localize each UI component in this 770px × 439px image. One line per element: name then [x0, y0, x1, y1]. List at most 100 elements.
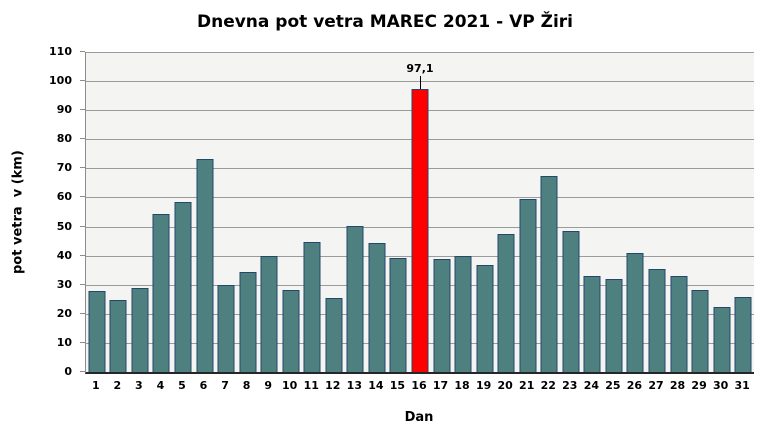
bar-day-11 [303, 241, 321, 372]
x-tick-label-5: 5 [178, 379, 186, 392]
bar-slot-day-25 [603, 52, 625, 372]
x-tick-label-2: 2 [113, 379, 122, 392]
bar-slot-day-15 [388, 52, 410, 372]
x-tick-label-13: 13 [346, 379, 362, 392]
bar-slot-day-1 [86, 52, 108, 372]
y-tick-label-70: 70 [56, 161, 72, 175]
x-tick-label-23: 23 [562, 379, 578, 392]
x-tick-label-15: 15 [389, 379, 406, 392]
bar-day-21 [519, 199, 537, 372]
bar-slot-day-18 [452, 52, 474, 372]
bar-series: 97,1 [86, 52, 754, 372]
bar-slot-day-30 [711, 52, 733, 372]
x-axis-tick-labels: 1 2 3 4 5 6 7 8 9 10 11 12 13 14 15 16 17 18 19 20 21 22 23 24 2… [85, 379, 753, 392]
y-tick-mark-50 [80, 225, 85, 227]
bar-slot-day-7 [215, 52, 237, 372]
bar-day-5 [174, 202, 192, 372]
x-tick-label-30: 30 [712, 379, 729, 392]
y-tick-mark-110 [80, 51, 85, 52]
y-tick-label-30: 30 [56, 277, 72, 291]
x-tick-label-10: 10 [282, 379, 298, 392]
bar-slot-day-8 [237, 52, 259, 372]
bar-slot-day-22 [538, 52, 560, 372]
bar-slot-day-17 [431, 52, 453, 372]
bar-day-1 [88, 291, 106, 372]
x-tick-label-8: 8 [242, 379, 251, 392]
x-tick-label-25: 25 [605, 379, 621, 392]
bar-day-4 [152, 213, 170, 372]
bar-day-10 [282, 289, 300, 372]
y-tick-mark-0 [80, 371, 85, 372]
bar-day-31 [734, 296, 752, 372]
bar-day-2 [109, 299, 127, 372]
y-tick-label-20: 20 [56, 306, 72, 320]
bar-slot-day-26 [625, 52, 647, 372]
bar-day-15 [389, 257, 407, 372]
x-tick-label-24: 24 [583, 379, 599, 392]
y-tick-label-0: 0 [64, 365, 72, 378]
bar-slot-day-13 [345, 52, 367, 372]
bar-day-9 [260, 256, 278, 372]
bar-day-23 [562, 231, 580, 372]
bar-slot-day-19 [474, 52, 496, 372]
bar-day-3 [131, 288, 149, 372]
bar-day-19 [476, 264, 494, 372]
x-tick-label-18: 18 [454, 379, 470, 392]
bar-day-7 [217, 285, 235, 372]
bar-day-18 [454, 256, 472, 372]
bar-slot-day-3 [129, 52, 151, 372]
bar-day-26 [626, 253, 644, 372]
x-tick-label-12: 12 [325, 379, 341, 392]
x-tick-label-3: 3 [135, 379, 143, 392]
bar-slot-day-2 [108, 52, 130, 372]
bar-slot-day-31 [732, 52, 754, 372]
x-tick-label-11: 11 [303, 379, 319, 392]
x-tick-label-4: 4 [156, 379, 165, 392]
x-tick-label-31: 31 [734, 379, 750, 392]
bar-slot-day-27 [646, 52, 668, 372]
x-tick-label-20: 20 [497, 379, 513, 392]
x-axis-title: Dan [404, 410, 434, 425]
x-tick-label-17: 17 [432, 379, 449, 392]
bar-day-13 [346, 225, 364, 372]
bar-day-28 [670, 276, 688, 372]
y-tick-mark-30 [80, 283, 85, 285]
y-tick-label-100: 100 [49, 74, 72, 88]
bar-day-29 [691, 289, 709, 372]
y-tick-label-80: 80 [56, 132, 72, 146]
bar-day-12 [325, 298, 343, 372]
chart-title: Dnevna pot vetra MAREC 2021 - VP Žiri [196, 12, 573, 32]
data-label-max-value: 97,1 [406, 61, 434, 75]
bar-slot-day-4 [151, 52, 173, 372]
bar-slot-day-14 [366, 52, 388, 372]
y-tick-mark-10 [80, 341, 85, 343]
y-tick-label-50: 50 [56, 219, 72, 233]
bar-slot-day-16: 97,1 [406, 52, 434, 372]
x-tick-label-27: 27 [648, 379, 664, 392]
y-tick-label-90: 90 [56, 103, 72, 117]
x-tick-label-21: 21 [519, 379, 535, 392]
x-tick-label-6: 6 [199, 379, 208, 392]
bar-slot-day-28 [668, 52, 690, 372]
bar-day-6 [196, 158, 213, 372]
x-tick-label-1: 1 [91, 379, 100, 392]
y-tick-mark-100 [80, 80, 85, 82]
bar-slot-day-24 [582, 52, 604, 372]
bar-slot-day-12 [323, 52, 345, 372]
bar-day-14 [368, 243, 386, 372]
bar-slot-day-6 [194, 52, 216, 372]
bar-slot-day-5 [172, 52, 194, 372]
bar-day-17 [433, 259, 451, 372]
bar-slot-day-9 [258, 52, 280, 372]
x-tick-label-28: 28 [669, 379, 686, 392]
bar-day-24 [583, 276, 601, 372]
x-tick-label-26: 26 [626, 379, 643, 392]
y-axis-title: pot vetra v (km) [10, 150, 26, 274]
y-tick-mark-90 [80, 109, 85, 111]
x-tick-label-16: 16 [411, 379, 427, 392]
bar-day-30 [713, 307, 731, 372]
x-tick-label-14: 14 [368, 379, 384, 392]
bar-slot-day-11 [301, 52, 323, 372]
bar-slot-day-10 [280, 52, 302, 372]
